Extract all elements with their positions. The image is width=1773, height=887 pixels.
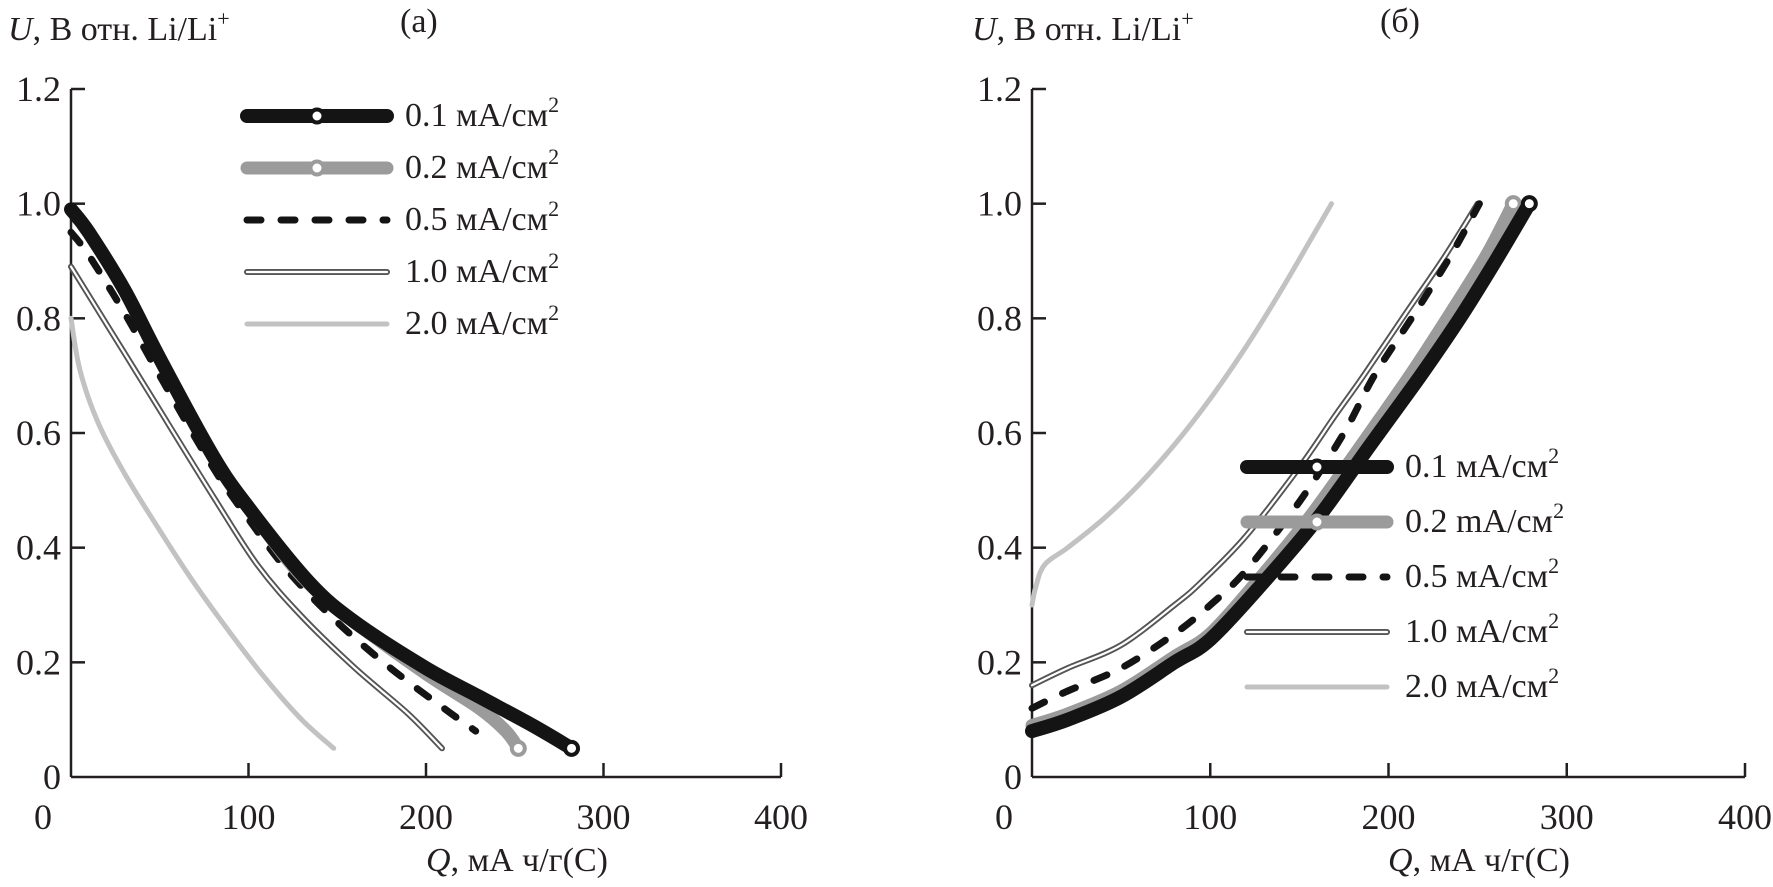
series-0.1 xyxy=(64,202,581,757)
series-1.0 xyxy=(1029,200,1481,689)
legend-item: 0.5 мА/см2 xyxy=(1243,553,1559,595)
legend: 0.1 мА/см2 0.2 mA/см2 0.5 мА/см2 1.0 мА/см2… xyxy=(1240,443,1564,705)
x-tick-label: 200 xyxy=(399,797,453,837)
legend-label: 1.0 мА/см2 xyxy=(1405,608,1559,650)
legend-label: 0.5 мА/см2 xyxy=(405,196,559,238)
legend-item: 2.0 мА/см2 xyxy=(244,300,559,342)
y-tick-label: 0 xyxy=(43,757,61,797)
y-tick-label: 1.0 xyxy=(977,184,1022,224)
panel-label: (а) xyxy=(400,3,438,40)
legend: 0.1 мА/см2 0.2 мА/см2 0.5 мА/см2 1.0 мА/см2… xyxy=(240,92,559,342)
y-tick-label: 1.2 xyxy=(16,69,61,109)
legend-item: 1.0 мА/см2 xyxy=(244,248,559,290)
series-end-marker xyxy=(1504,195,1522,213)
series-line xyxy=(1029,201,1334,608)
legend-label: 1.0 мА/см2 xyxy=(405,248,559,290)
series-1.0 xyxy=(68,263,445,752)
legend-item: 0.2 mA/см2 xyxy=(1240,498,1564,540)
legend-label: 2.0 мА/см2 xyxy=(1405,663,1559,705)
series-line xyxy=(68,315,337,751)
x-axis-title: Q, мА ч/г(С) xyxy=(1388,842,1570,879)
y-tick-label: 1.2 xyxy=(977,69,1022,109)
legend-item: 2.0 мА/см2 xyxy=(1244,663,1559,705)
y-tick-label: 0.8 xyxy=(977,298,1022,338)
legend-marker xyxy=(1308,458,1326,476)
x-tick-label: 300 xyxy=(577,797,631,837)
series-0.2 xyxy=(64,202,527,757)
series-line xyxy=(1025,196,1537,739)
series-end-marker xyxy=(1520,195,1538,213)
y-tick-label: 0.2 xyxy=(16,642,61,682)
legend-label: 0.2 мА/см2 xyxy=(405,144,559,186)
x-tick-label: 100 xyxy=(1183,797,1237,837)
legend-label: 0.2 mA/см2 xyxy=(1405,498,1564,540)
series-2.0 xyxy=(1029,201,1334,608)
x-tick-label: 200 xyxy=(1362,797,1416,837)
series-0.1 xyxy=(1025,195,1538,739)
legend-label: 0.1 мА/см2 xyxy=(405,92,559,134)
x-tick-label: 0 xyxy=(995,797,1013,837)
series-line-inner xyxy=(69,265,444,750)
legend-item: 0.1 мА/см2 xyxy=(240,92,559,134)
legend-item: 1.0 мА/см2 xyxy=(1244,608,1559,650)
y-tick-label: 0.6 xyxy=(16,413,61,453)
y-axis-title: U, В отн. Li/Li+ xyxy=(8,6,230,48)
y-tick-label: 1.0 xyxy=(16,184,61,224)
x-tick-label: 400 xyxy=(754,797,808,837)
legend-item: 0.5 мА/см2 xyxy=(243,196,559,238)
series-2.0 xyxy=(68,315,337,751)
y-tick-label: 0.4 xyxy=(977,528,1022,568)
series-line xyxy=(64,202,579,756)
y-tick-label: 0.2 xyxy=(977,642,1022,682)
series-line-inner xyxy=(1030,202,1479,687)
legend-item: 0.1 мА/см2 xyxy=(1240,443,1559,485)
y-tick-label: 0.6 xyxy=(977,413,1022,453)
panel-a: 0 0.2 0.4 0.6 0.8 1.0 1.2 0 100 200 300 400 U, В отн… xyxy=(8,3,808,879)
series-line xyxy=(64,202,525,755)
panel-label: (б) xyxy=(1380,3,1420,40)
x-axis-title: Q, мА ч/г(С) xyxy=(426,842,608,879)
legend-label: 0.1 мА/см2 xyxy=(1405,443,1559,485)
series-end-marker xyxy=(509,739,527,757)
legend-marker xyxy=(308,107,326,125)
x-tick-label: 0 xyxy=(34,797,52,837)
panel-b: 0 0.2 0.4 0.6 0.8 1.0 1.2 0 100 200 300 400 U, В отн… xyxy=(972,3,1772,879)
x-tick-label: 400 xyxy=(1718,797,1772,837)
y-tick-label: 0.8 xyxy=(16,298,61,338)
series-end-marker xyxy=(563,739,581,757)
y-axis-title: U, В отн. Li/Li+ xyxy=(972,6,1194,48)
legend-label: 2.0 мА/см2 xyxy=(405,300,559,342)
legend-marker xyxy=(1308,513,1326,531)
x-tick-label: 300 xyxy=(1540,797,1594,837)
y-tick-label: 0 xyxy=(1004,757,1022,797)
legend-label: 0.5 мА/см2 xyxy=(1405,553,1559,595)
legend-item: 0.2 мА/см2 xyxy=(240,144,559,186)
legend-marker xyxy=(308,159,326,177)
x-tick-label: 100 xyxy=(222,797,276,837)
y-tick-label: 0.4 xyxy=(16,528,61,568)
